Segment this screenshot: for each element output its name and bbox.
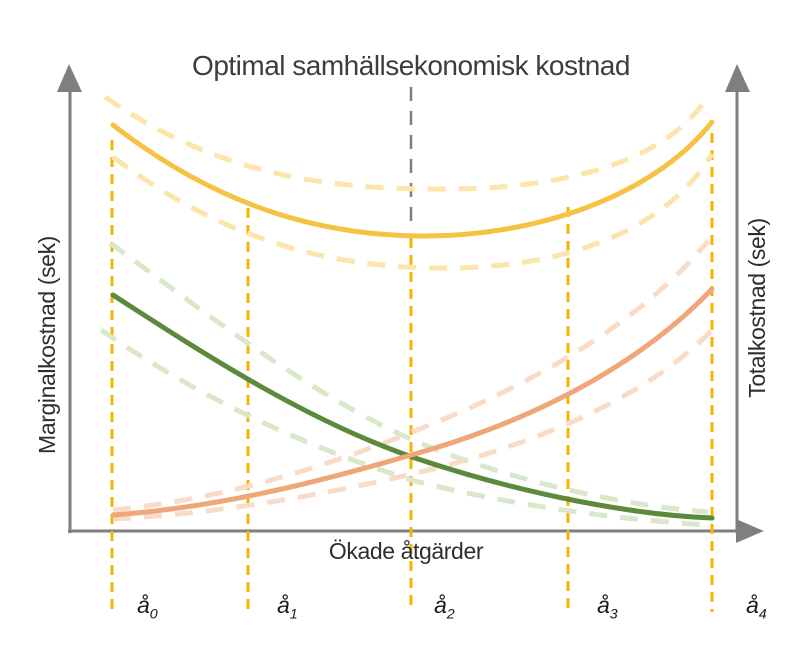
total-cost-upper-band [103,94,709,192]
total-cost-lower-band [111,152,715,271]
rising-cost-lower-band [112,328,714,522]
curves-group [110,119,715,521]
declining-marginal-cost-curve [110,292,715,521]
x-axis-arrow-icon [736,519,764,543]
y-axis-right-label: Totalkostnad (sek) [744,218,770,398]
x-tick-label-a0: å0 [137,592,158,623]
tick-lines-group [110,133,714,612]
declining-cost-upper-band [108,240,709,515]
rising-marginal-cost-curve [110,286,715,518]
uncertainty-bands-group [99,94,715,528]
y-axis-left-arrow-icon [57,64,82,92]
y-axis-right-arrow-icon [725,64,750,92]
y-axis-left-label: Marginalkostnad (sek) [34,236,60,454]
x-axis-label: Ökade åtgärder [328,538,484,564]
x-tick-label-a1: å1 [277,592,298,623]
total-cost-curve [110,119,715,239]
x-tick-label-a3: å3 [597,592,618,623]
declining-cost-lower-band [99,327,709,528]
x-tick-label-a2: å2 [434,592,455,623]
chart-title: Optimal samhällsekonomisk kostnad [192,50,630,81]
rising-cost-upper-band [112,239,710,513]
axes-group [57,64,764,543]
x-tick-label-a4: å4 [746,592,767,623]
